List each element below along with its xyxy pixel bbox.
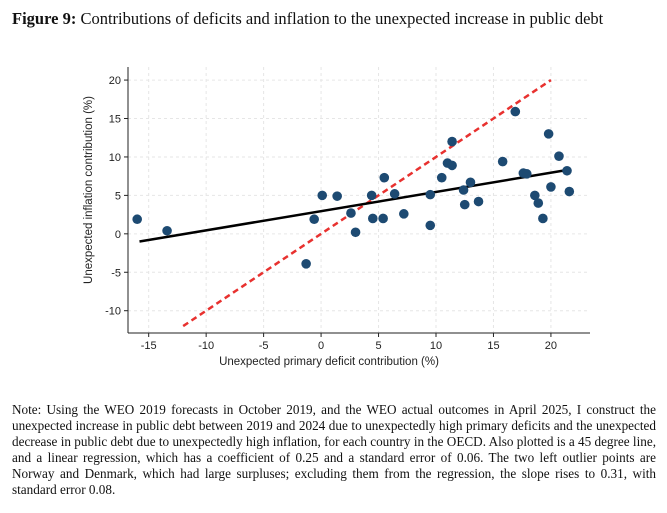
y-tick-label: 0 <box>115 229 121 241</box>
x-tick-label: 15 <box>487 340 499 352</box>
data-point <box>533 198 544 208</box>
y-tick-label: 5 <box>115 190 121 202</box>
data-point <box>473 196 484 207</box>
data-point <box>538 213 548 224</box>
x-tick-label: 20 <box>545 340 557 352</box>
x-axis-label: Unexpected primary deficit contribution … <box>219 356 439 368</box>
data-point <box>562 165 572 176</box>
y-tick-label: 20 <box>109 75 121 87</box>
x-tick-label: -10 <box>198 340 214 352</box>
data-point <box>317 190 328 201</box>
data-point <box>132 214 142 225</box>
y-tick-label: 10 <box>109 152 121 164</box>
data-point <box>543 129 554 139</box>
data-point <box>346 208 356 218</box>
data-point <box>309 214 319 225</box>
data-point <box>458 185 469 195</box>
data-point <box>366 190 377 201</box>
regression-line <box>139 168 568 243</box>
y-tick-label: 15 <box>109 114 121 126</box>
data-point <box>459 199 470 210</box>
data-point <box>162 225 172 236</box>
data-point <box>447 136 457 147</box>
data-point <box>378 213 388 224</box>
y-tick-label: -10 <box>105 306 121 318</box>
data-point <box>425 189 436 200</box>
x-tick-label: -5 <box>259 340 269 352</box>
data-point <box>350 227 361 238</box>
figure-note: Note: Using the WEO 2019 forecasts in Oc… <box>12 402 656 497</box>
data-point <box>554 151 564 161</box>
data-point <box>301 259 311 269</box>
y-axis-label: Unexpected inflation contribution (%) <box>83 96 95 284</box>
y-tick-label: -5 <box>111 267 121 279</box>
x-tick-label: 0 <box>318 340 324 352</box>
data-point <box>521 169 532 179</box>
data-point <box>425 220 436 231</box>
data-point <box>332 191 342 201</box>
data-point <box>436 172 447 183</box>
data-point <box>510 106 521 117</box>
data-point <box>379 172 390 183</box>
scatter-chart: -15 -10 -5 0 5 10 15 20 -10 -5 0 5 10 15 20 Unexpected … <box>83 67 590 368</box>
figure-title: Figure 9: Contributions of deficits and … <box>12 9 603 29</box>
data-point <box>564 186 575 197</box>
data-point <box>497 156 508 167</box>
data-point <box>530 190 540 201</box>
data-point <box>546 182 556 192</box>
data-point <box>399 209 409 219</box>
figure-label: Figure 9: <box>12 9 77 28</box>
x-tick-label: -15 <box>141 340 157 352</box>
data-point <box>367 213 378 224</box>
data-point <box>465 177 476 188</box>
data-point <box>447 160 457 171</box>
data-point <box>389 189 400 199</box>
x-tick-label: 10 <box>430 340 442 352</box>
x-tick-label: 5 <box>375 340 381 352</box>
figure-caption: Contributions of deficits and inflation … <box>80 9 604 28</box>
